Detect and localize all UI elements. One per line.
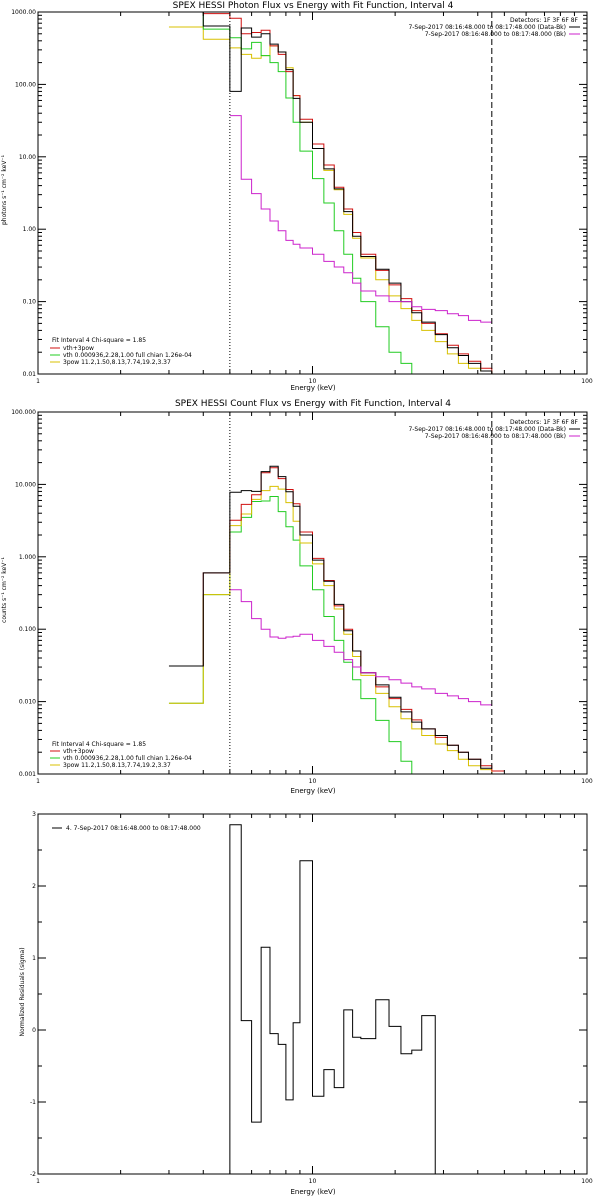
x-tick-label: 1 [36,1178,40,1185]
x-tick-label: 10 [309,1178,317,1185]
plot-series-group [168,12,505,374]
y-tick-label: 0.001 [19,771,36,778]
y-tick-label: 0.010 [19,699,36,706]
residuals-legend: 4. 7-Sep-2017 08:16:48.000 to 08:17:48.0… [52,825,201,832]
legend-residual-interval: 4. 7-Sep-2017 08:16:48.000 to 08:17:48.0… [66,825,201,832]
y-tick-label: 1000.00 [11,9,36,16]
y-tick-label: 2 [32,883,36,890]
series-data-line [229,824,436,1174]
series-power-line [168,485,516,774]
count-flux-legend-top: Detectors: 1F 3F 6F 8F 7-Sep-2017 08:16:… [408,419,580,440]
legend-bk: 7-Sep-2017 08:16:48.000 to 08:17:48.000 … [425,433,566,440]
legend-vth: vth 0.000936,2.28,1.00 full chian 1.26e-… [63,755,192,762]
x-tick-label: 100 [581,378,593,385]
x-tick-label: 1 [36,378,40,385]
photon-flux-xlabel: Energy (keV) [290,384,335,392]
y-tick-label: 1.000 [19,554,36,561]
y-tick-label: 3 [32,811,36,818]
photon-flux-legend-top: Detectors: 1F 3F 6F 8F 7-Sep-2017 08:16:… [408,17,580,38]
legend-power: 3pow 11.2,1.50,8.13,7.74,19.2,3.37 [63,359,171,366]
count-flux-xlabel: Energy (keV) [290,787,335,795]
count-flux-ylabel: counts s⁻¹ cm⁻² keV⁻¹ [1,557,8,623]
count-flux-title: SPEX HESSI Count Flux vs Energy with Fit… [175,399,451,409]
series-bk-line [229,589,492,706]
residuals-panel: Normalized Residuals (sigma) Energy (keV… [19,811,593,1196]
count-flux-legend-bottom: Fit Interval 4 Chi-square = 1.85 vth+3po… [50,741,192,769]
residuals-ylabel: Normalized Residuals (sigma) [19,947,26,1036]
legend-total: vth+3pow [63,345,94,352]
residuals-xlabel: Energy (keV) [290,1188,335,1196]
legend-detectors: Detectors: 1F 3F 6F 8F [510,419,579,426]
x-tick-label: 100 [581,778,593,785]
y-tick-label: 10.00 [19,154,36,161]
x-tick-label: 100 [581,1178,593,1185]
x-tick-label: 10 [309,778,317,785]
y-tick-label: -2 [30,1171,36,1178]
series-data-line [168,465,492,769]
y-tick-label: -1 [30,1099,36,1106]
legend-fit-interval: Fit Interval 4 Chi-square = 1.85 [52,337,146,344]
y-tick-label: 0.01 [23,371,37,378]
legend-data-bk: 7-Sep-2017 08:16:48.000 to 08:17:48.000 … [408,24,566,31]
y-tick-label: 0 [32,1027,36,1034]
legend-data-bk: 7-Sep-2017 08:16:48.000 to 08:17:48.000 … [408,426,566,433]
y-tick-label: 100.000 [11,409,36,416]
legend-vth: vth 0.000936,2.28,1.00 full chian 1.26e-… [63,352,192,359]
series-data-line [168,12,505,374]
legend-total: vth+3pow [63,748,94,755]
series-bk-line [229,115,492,323]
plot-series-group [168,412,516,774]
y-tick-label: 100.00 [15,81,36,88]
count-flux-panel: SPEX HESSI Count Flux vs Energy with Fit… [1,399,593,795]
y-tick-label: 1.00 [23,226,37,233]
y-tick-label: 0.10 [23,299,37,306]
photon-flux-legend-bottom: Fit Interval 4 Chi-square = 1.85 vth+3po… [50,337,192,366]
x-tick-label: 1 [36,778,40,785]
y-tick-label: 0.100 [19,626,36,633]
legend-bk: 7-Sep-2017 08:16:48.000 to 08:17:48.000 … [425,31,566,38]
x-tick-label: 10 [309,378,317,385]
legend-power: 3pow 11.2,1.50,8.13,7.74,19.2,3.37 [63,762,171,769]
plot-series-group [229,824,436,1174]
series-vth-line [168,12,422,374]
y-tick-label: 1 [32,955,36,962]
photon-flux-ylabel: photons s⁻¹ cm⁻² keV⁻¹ [1,154,8,225]
legend-detectors: Detectors: 1F 3F 6F 8F [510,17,579,24]
y-tick-label: 10.000 [15,481,36,488]
photon-flux-title: SPEX HESSI Photon Flux vs Energy with Fi… [173,1,454,11]
legend-fit-interval: Fit Interval 4 Chi-square = 1.85 [52,741,146,748]
series-vth-line [168,496,422,774]
photon-flux-panel: SPEX HESSI Photon Flux vs Energy with Fi… [1,1,593,392]
